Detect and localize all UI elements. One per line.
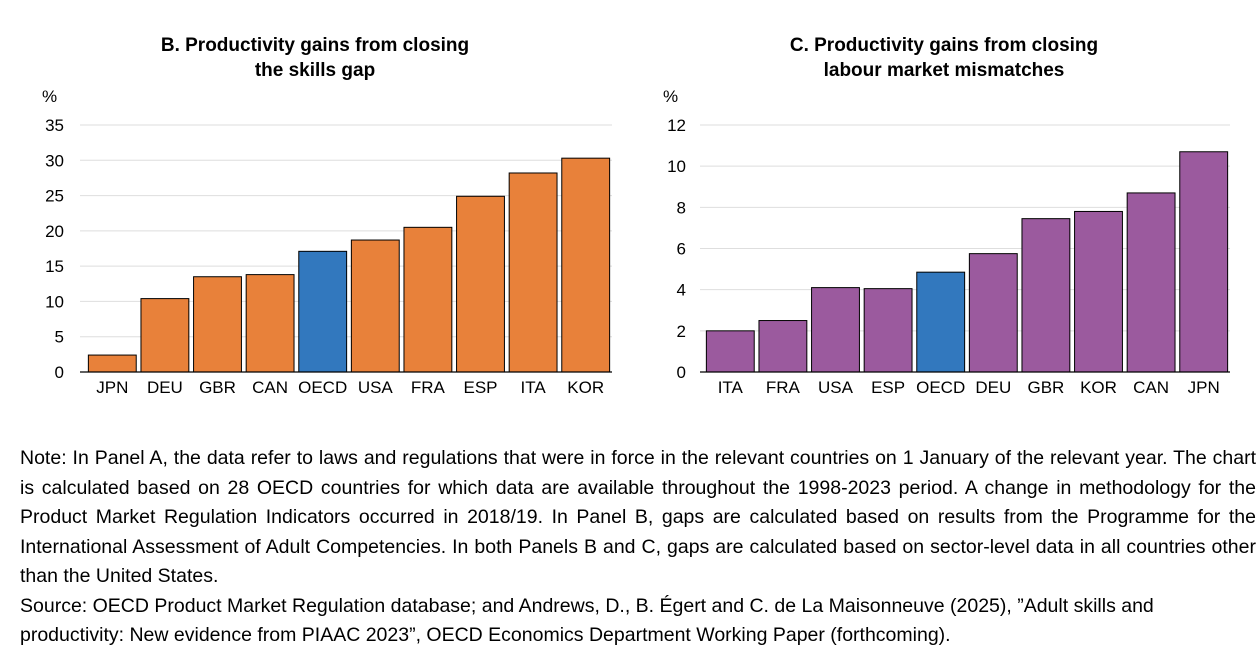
bar-usa [811, 287, 860, 373]
y-tick-label: 15 [45, 257, 64, 276]
chart-title-line-2: the skills gap [254, 60, 376, 81]
bar-kor [1074, 210, 1123, 373]
x-tick-label: USA [818, 378, 854, 397]
x-tick-label: OECD [298, 378, 347, 397]
bar-esp [863, 288, 913, 373]
bar-esp [456, 195, 505, 373]
chart-title: C. Productivity gains from closing labou… [630, 33, 1258, 83]
chart-notes: Note: In Panel A, the data refer to laws… [20, 444, 1256, 651]
y-tick-label: 10 [667, 157, 686, 176]
y-tick-label: 35 [45, 116, 64, 135]
y-tick-label: 30 [45, 151, 64, 170]
bar-chart-svg: 0 2 4 6 8 10 12% ITA FRA USA ESP OECD DEU GBR KOR CAN JP… [663, 87, 1230, 397]
x-tick-label: OECD [916, 378, 965, 397]
x-tick-label: FRA [411, 378, 446, 397]
x-tick-label: KOR [1080, 378, 1117, 397]
x-tick-label: ESP [871, 378, 905, 397]
x-tick-label: JPN [1188, 378, 1220, 397]
bar-can [1126, 192, 1176, 373]
y-axis-unit-label: % [42, 87, 57, 106]
bar-gbr [193, 276, 242, 373]
x-tick-label: USA [358, 378, 394, 397]
x-tick-label: GBR [1027, 378, 1064, 397]
bar-jpn [1179, 151, 1229, 373]
y-tick-label: 12 [667, 116, 686, 135]
x-tick-label: DEU [147, 378, 183, 397]
panel-c-chart: C. Productivity gains from closing labou… [630, 0, 1258, 420]
x-tick-label: FRA [766, 378, 801, 397]
x-tick-label: CAN [252, 378, 288, 397]
chart-title-line-1: B. Productivity gains from closing [160, 35, 470, 56]
y-tick-label: 20 [45, 222, 64, 241]
chart-title: B. Productivity gains from closing the s… [0, 33, 630, 83]
y-tick-label: 0 [677, 363, 686, 382]
x-tick-label: ESP [463, 378, 497, 397]
chart-title-line-1: C. Productivity gains from closing [789, 35, 1099, 56]
y-tick-label: 0 [55, 363, 64, 382]
bar-kor [561, 157, 611, 373]
bar-fra [758, 320, 808, 373]
bar-gbr [1021, 218, 1071, 373]
x-tick-label: GBR [199, 378, 236, 397]
x-tick-label: ITA [718, 378, 744, 397]
panel-b-chart: B. Productivity gains from closing the s… [0, 0, 630, 420]
x-tick-label: ITA [521, 378, 547, 397]
bar-usa [350, 239, 400, 373]
y-tick-label: 25 [45, 187, 64, 206]
y-tick-label: 6 [677, 240, 686, 259]
x-tick-label: DEU [975, 378, 1011, 397]
source-text: Source: OECD Product Market Regulation d… [20, 594, 1154, 647]
bar-oecd [916, 271, 966, 373]
y-tick-label: 2 [677, 322, 686, 341]
bar-jpn [87, 354, 137, 373]
y-tick-label: 5 [55, 328, 64, 347]
bar-oecd [298, 250, 348, 373]
y-tick-label: 10 [45, 292, 64, 311]
x-tick-label: CAN [1133, 378, 1169, 397]
note-text: Note: In Panel A, the data refer to laws… [20, 447, 1256, 587]
bar-ita [705, 330, 755, 373]
y-tick-label: 8 [677, 198, 686, 217]
bar-fra [403, 226, 453, 373]
bar-deu [968, 253, 1018, 373]
chart-title-line-2: labour market mismatches [823, 60, 1065, 81]
x-tick-label: JPN [96, 378, 128, 397]
bar-deu [140, 298, 190, 373]
y-tick-label: 4 [677, 281, 686, 300]
bar-chart-svg: 0 5 10 15 20 25 30 35% JPN DEU GBR CAN OECD USA FRA ESP… [42, 87, 612, 397]
bar-ita [508, 172, 558, 373]
x-tick-label: KOR [567, 378, 604, 397]
bar-can [245, 274, 295, 373]
y-axis-unit-label: % [663, 87, 678, 106]
